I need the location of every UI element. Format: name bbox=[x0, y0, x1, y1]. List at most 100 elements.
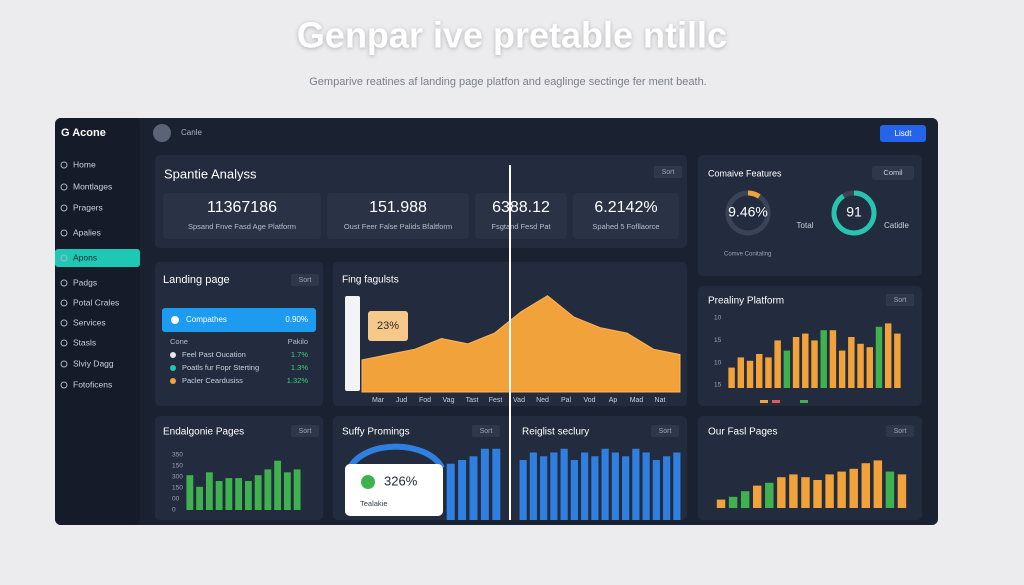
bar bbox=[875, 326, 883, 388]
donut-caption: Total bbox=[797, 221, 814, 230]
bar bbox=[813, 480, 822, 508]
bar bbox=[838, 350, 846, 388]
bar bbox=[885, 471, 895, 508]
annotation-box bbox=[368, 311, 408, 341]
x-tick-label: Fod bbox=[419, 397, 431, 404]
tag[interactable] bbox=[651, 425, 679, 437]
stat-value: 326% bbox=[384, 473, 418, 488]
bar bbox=[777, 477, 786, 508]
row-icon bbox=[171, 316, 179, 324]
bar bbox=[215, 481, 223, 510]
bar bbox=[728, 496, 738, 508]
bar bbox=[792, 337, 800, 388]
bar bbox=[866, 347, 873, 388]
row-name[interactable]: Compathes bbox=[186, 315, 227, 324]
x-tick-label: Nat bbox=[655, 397, 666, 404]
kpi-label: Spahed 5 Fofllaorce bbox=[592, 222, 659, 231]
bar bbox=[458, 460, 467, 520]
y-label: 15 bbox=[714, 382, 722, 389]
tag[interactable] bbox=[291, 425, 319, 437]
icon-column bbox=[345, 296, 360, 391]
card-title: Our Fasl Pages bbox=[708, 427, 777, 438]
top-button[interactable] bbox=[880, 125, 926, 142]
stat-card bbox=[345, 464, 443, 516]
bar bbox=[849, 468, 858, 508]
bar bbox=[225, 478, 233, 510]
tag-label: Sort bbox=[480, 428, 493, 435]
nav-item[interactable]: Potal Crales bbox=[73, 297, 119, 307]
bar bbox=[601, 448, 609, 520]
nav-item[interactable]: Home bbox=[73, 159, 96, 169]
bar bbox=[519, 460, 527, 520]
nav-item[interactable]: Padgs bbox=[73, 277, 97, 287]
dropdown-label[interactable]: Comil bbox=[883, 168, 903, 177]
bar bbox=[622, 456, 630, 520]
x-tick-label: Ned bbox=[536, 397, 549, 404]
area bbox=[361, 295, 681, 393]
y-label: 300 bbox=[172, 474, 183, 481]
nav-item[interactable]: Slviy Dagg bbox=[73, 358, 114, 368]
nav-icon bbox=[60, 161, 68, 169]
column-header: Cone bbox=[170, 337, 188, 346]
tag[interactable] bbox=[886, 294, 914, 306]
avatar bbox=[153, 124, 171, 142]
kpi-value: 11367186 bbox=[207, 199, 277, 216]
nav-active[interactable] bbox=[55, 249, 140, 267]
donut-arc bbox=[831, 190, 877, 236]
page-title: Genpar ive pretable ntillc bbox=[297, 15, 727, 56]
y-label: 0 bbox=[172, 507, 176, 514]
button-label[interactable]: Lisdt bbox=[895, 129, 913, 138]
nav-item[interactable]: Stasls bbox=[73, 337, 96, 347]
bar bbox=[529, 452, 537, 520]
nav-item[interactable]: Services bbox=[73, 317, 106, 327]
user-name: Canle bbox=[181, 128, 202, 137]
bar bbox=[254, 475, 262, 510]
tag[interactable] bbox=[654, 166, 682, 178]
x-tick-label: Ap bbox=[609, 397, 618, 404]
kpi-label: Oust Feer False Palids Bfaltform bbox=[344, 222, 452, 231]
card-title: Comaive Features bbox=[708, 168, 782, 178]
kpi-value: 6.2142% bbox=[594, 199, 657, 216]
y-label: 350 bbox=[172, 452, 183, 459]
nav-item[interactable]: Montlages bbox=[73, 181, 112, 191]
card bbox=[698, 155, 922, 276]
x-tick-label: Tast bbox=[466, 397, 479, 404]
bar bbox=[873, 460, 883, 508]
tag-label: Sort bbox=[662, 169, 675, 176]
bar bbox=[894, 333, 901, 388]
nav-icon bbox=[60, 360, 68, 368]
bar bbox=[783, 350, 791, 388]
nav-item[interactable]: Apalies bbox=[73, 227, 101, 237]
highlight-row[interactable] bbox=[162, 308, 316, 332]
row-value: 1.32% bbox=[287, 376, 309, 385]
bar bbox=[673, 452, 681, 520]
logo: G Acone bbox=[61, 127, 106, 139]
nav-item[interactable]: Fotoficens bbox=[73, 379, 112, 389]
nav-icon bbox=[60, 254, 68, 262]
bar bbox=[632, 448, 640, 520]
tag[interactable] bbox=[472, 425, 500, 437]
bar bbox=[581, 452, 589, 520]
bar bbox=[274, 460, 282, 510]
kpi-value: 151.988 bbox=[369, 199, 427, 216]
bar bbox=[540, 456, 548, 520]
bar bbox=[469, 456, 478, 520]
bar bbox=[829, 330, 837, 388]
donut-arc bbox=[725, 190, 771, 236]
nav-item[interactable]: Apons bbox=[73, 252, 97, 262]
bar bbox=[663, 456, 671, 520]
tag[interactable] bbox=[886, 425, 914, 437]
x-tick-label: Jud bbox=[396, 397, 407, 404]
nav-item[interactable]: Pragers bbox=[73, 202, 103, 212]
x-tick-label: Mad bbox=[630, 397, 644, 404]
x-tick-label: Vad bbox=[513, 397, 525, 404]
dropdown[interactable] bbox=[872, 166, 914, 180]
kpi-value: 6388.12 bbox=[492, 199, 550, 216]
bar bbox=[774, 340, 781, 388]
tag[interactable] bbox=[291, 274, 319, 286]
nav-icon bbox=[60, 381, 68, 389]
x-tick-label: Vod bbox=[583, 397, 595, 404]
bar bbox=[186, 475, 194, 510]
card-title: Fing fagulsts bbox=[342, 275, 399, 286]
